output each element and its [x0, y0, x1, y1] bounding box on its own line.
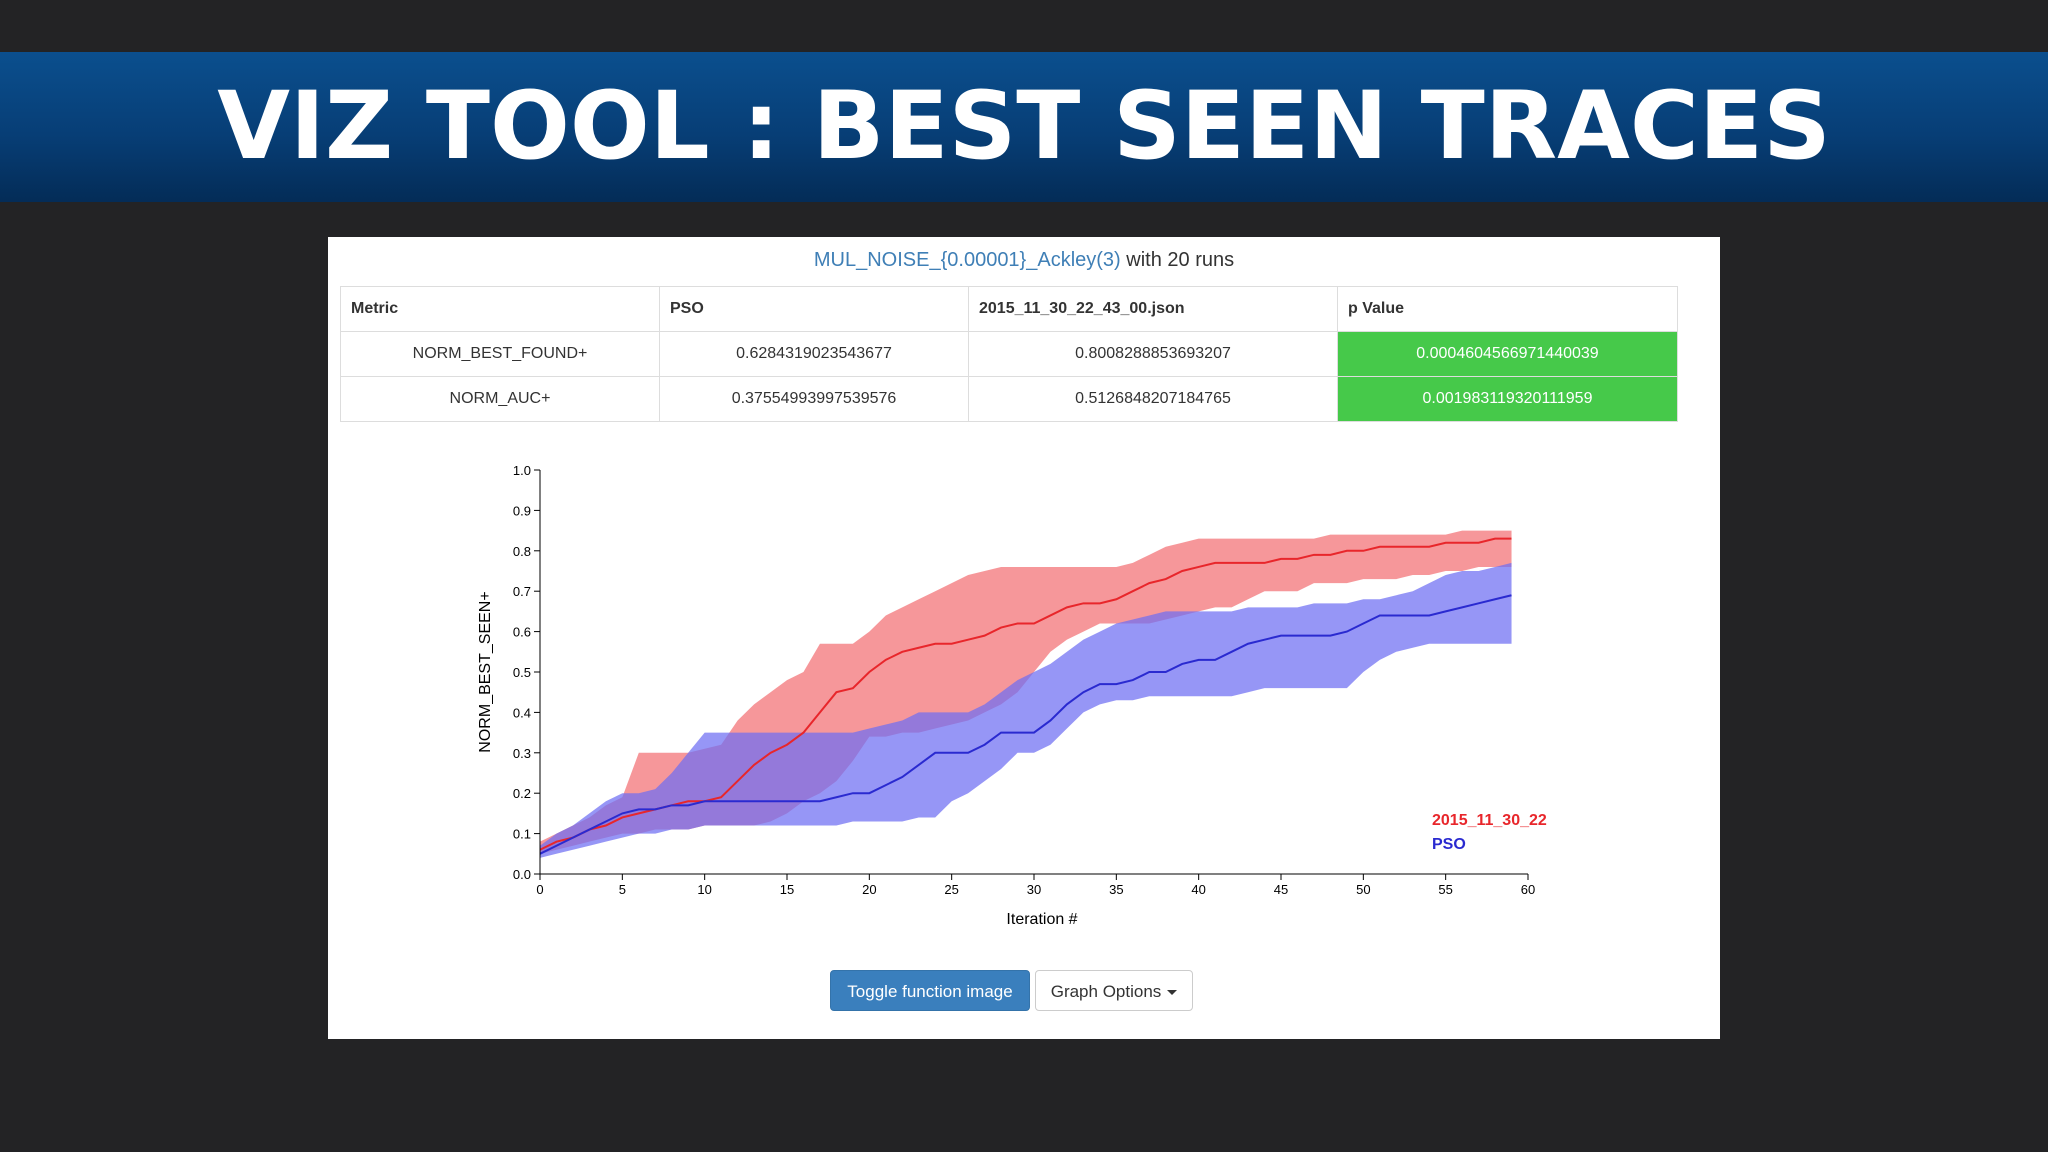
- x-tick-label: 45: [1274, 882, 1288, 897]
- pso-value-cell: 0.6284319023543677: [659, 331, 969, 377]
- x-tick-label: 5: [619, 882, 626, 897]
- p-value-cell: 0.0004604566971440039: [1337, 331, 1678, 377]
- metric-name-cell: NORM_BEST_FOUND+: [340, 331, 660, 377]
- x-tick-label: 15: [780, 882, 794, 897]
- column-header-metric: Metric: [340, 286, 660, 332]
- slide-title: VIZ TOOL : BEST SEEN TRACES: [217, 72, 1831, 181]
- y-tick-label: 0.2: [513, 786, 531, 801]
- table-row: NORM_BEST_FOUND+ 0.6284319023543677 0.80…: [340, 331, 1678, 377]
- title-banner: VIZ TOOL : BEST SEEN TRACES: [0, 52, 2048, 202]
- p-value-cell: 0.001983119320111959: [1337, 376, 1678, 422]
- y-tick-label: 0.5: [513, 665, 531, 680]
- graph-options-dropdown[interactable]: Graph Options: [1035, 970, 1193, 1011]
- x-tick-label: 40: [1191, 882, 1205, 897]
- metrics-table: Metric PSO 2015_11_30_22_43_00.json p Va…: [340, 286, 1678, 422]
- x-tick-label: 30: [1027, 882, 1041, 897]
- table-row: NORM_AUC+ 0.37554993997539576 0.51268482…: [340, 376, 1678, 422]
- x-tick-label: 50: [1356, 882, 1370, 897]
- y-tick-label: 0.3: [513, 746, 531, 761]
- toggle-function-image-button[interactable]: Toggle function image: [830, 970, 1030, 1011]
- x-tick-label: 55: [1438, 882, 1452, 897]
- y-tick-label: 0.1: [513, 827, 531, 842]
- graph-options-label: Graph Options: [1050, 982, 1162, 1001]
- y-tick-label: 0.7: [513, 584, 531, 599]
- mean-line-pso: [539, 594, 1512, 855]
- best-seen-chart: 0 5 10 15 20 25 30 35 40 45 50 55 60 0.0 0.1 0.2 0.3 0.4 0…: [477, 463, 1547, 928]
- table-header-row: Metric PSO 2015_11_30_22_43_00.json p Va…: [340, 286, 1678, 332]
- x-tick-label: 35: [1109, 882, 1123, 897]
- metric-name-cell: NORM_AUC+: [340, 376, 660, 422]
- caret-down-icon: [1167, 990, 1178, 996]
- viz-panel: MUL_NOISE_{0.00001}_Ackley(3) with 20 ru…: [328, 237, 1720, 1039]
- x-tick-label: 10: [697, 882, 711, 897]
- panel-heading: MUL_NOISE_{0.00001}_Ackley(3) with 20 ru…: [328, 249, 1720, 272]
- legend-entry-pso: PSO: [1432, 836, 1466, 853]
- column-header-run: 2015_11_30_22_43_00.json: [968, 286, 1338, 332]
- y-tick-label: 0.0: [513, 867, 531, 882]
- x-tick-label: 0: [536, 882, 543, 897]
- legend-entry-run: 2015_11_30_22: [1432, 812, 1547, 829]
- y-tick-label: 0.8: [513, 544, 531, 559]
- pso-value-cell: 0.37554993997539576: [659, 376, 969, 422]
- y-tick-label: 0.9: [513, 503, 531, 518]
- x-tick-label: 60: [1521, 882, 1535, 897]
- x-axis-label: Iteration #: [1006, 911, 1077, 928]
- y-axis-label: NORM_BEST_SEEN+: [477, 591, 494, 752]
- y-tick-label: 0.6: [513, 625, 531, 640]
- x-tick-label: 20: [862, 882, 876, 897]
- run-value-cell: 0.5126848207184765: [968, 376, 1338, 422]
- y-tick-label: 1.0: [513, 463, 531, 478]
- x-tick-label: 25: [944, 882, 958, 897]
- runs-label: with 20 runs: [1126, 249, 1235, 271]
- confidence-band-pso: [540, 562, 1512, 858]
- dataset-link[interactable]: MUL_NOISE_{0.00001}_Ackley(3): [813, 249, 1121, 271]
- y-tick-label: 0.4: [513, 705, 531, 720]
- column-header-p-value: p Value: [1337, 286, 1678, 332]
- run-value-cell: 0.8008288853693207: [968, 331, 1338, 377]
